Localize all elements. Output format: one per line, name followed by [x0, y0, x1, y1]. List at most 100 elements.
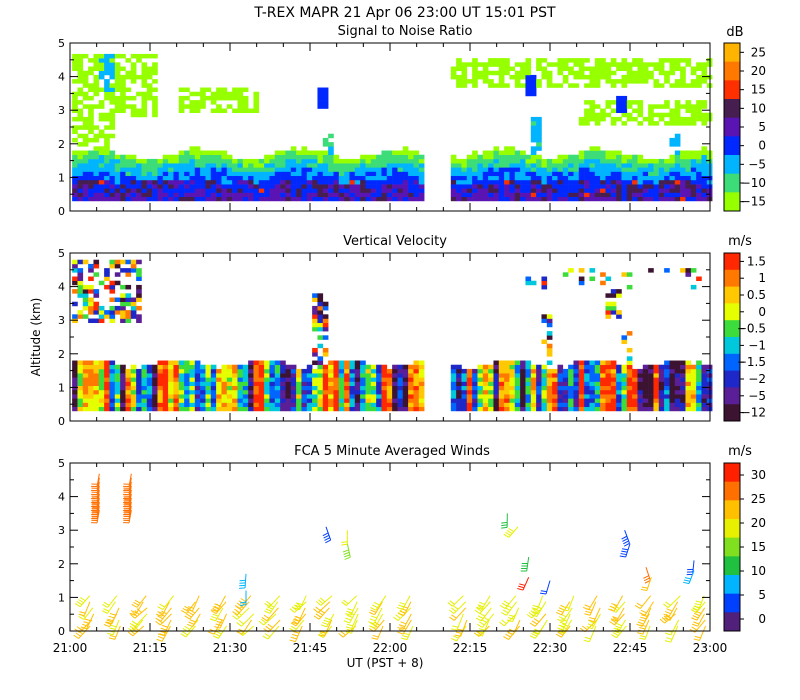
snr-cell — [664, 179, 670, 185]
vv-cell — [210, 389, 217, 395]
vv-cell — [568, 381, 574, 387]
snr-cell — [541, 175, 548, 181]
vv-cell — [664, 360, 670, 366]
vv-cell — [120, 368, 126, 374]
snr-cell — [88, 129, 94, 135]
vv-cell — [221, 398, 228, 403]
snr-cell — [285, 184, 292, 189]
snr-cell — [418, 154, 425, 160]
snr-cell — [280, 175, 286, 181]
snr-cell — [669, 62, 676, 67]
snr-cell — [125, 171, 132, 177]
snr-cell — [77, 53, 84, 59]
snr-cell — [221, 87, 228, 93]
snr-cell — [344, 167, 350, 172]
vv-cell — [605, 364, 612, 370]
colorbar-swatch — [724, 320, 740, 338]
vv-cell — [653, 394, 660, 399]
snr-cell — [578, 158, 585, 164]
vv-cell — [392, 398, 398, 403]
snr-cell — [98, 146, 105, 151]
wind-barb-feather — [562, 608, 569, 612]
vv-cell — [520, 377, 526, 382]
vv-cell — [317, 356, 324, 361]
snr-cell — [210, 100, 217, 105]
vv-cell — [413, 364, 420, 370]
y-tick-label: 1 — [58, 591, 65, 604]
vv-cell — [189, 377, 196, 382]
vv-cell — [173, 360, 180, 366]
snr-cell — [82, 171, 89, 177]
vv-cell — [82, 259, 89, 265]
snr-cell — [312, 188, 318, 193]
vv-cell — [130, 310, 137, 315]
snr-cell — [109, 125, 116, 130]
snr-cell — [93, 196, 100, 202]
vv-cell — [536, 398, 542, 403]
vv-cell — [418, 394, 425, 399]
wind-barb-feather — [347, 608, 354, 611]
snr-cell — [626, 163, 633, 168]
vv-cell — [509, 394, 516, 399]
vv-cell — [386, 389, 393, 395]
vv-cell — [610, 364, 617, 370]
snr-cell — [530, 125, 537, 130]
vv-cell — [589, 381, 596, 387]
snr-cell — [93, 62, 100, 67]
snr-cell — [669, 154, 676, 160]
wind-barb-feather — [557, 630, 564, 634]
vv-cell — [184, 377, 190, 382]
vv-cell — [482, 406, 489, 412]
snr-cell — [402, 196, 409, 202]
snr-cell — [578, 62, 585, 67]
snr-cell — [616, 175, 622, 181]
vv-cell — [130, 381, 137, 387]
snr-cell — [466, 62, 473, 67]
snr-cell — [392, 150, 398, 156]
vv-cell — [589, 368, 596, 374]
snr-cell — [365, 192, 372, 198]
snr-cell — [306, 192, 313, 198]
vv-cell — [514, 406, 521, 412]
snr-cell — [130, 74, 137, 80]
snr-cell — [88, 95, 94, 101]
snr-cell — [413, 175, 420, 181]
snr-cell — [157, 158, 164, 164]
vv-cell — [450, 398, 457, 403]
snr-cell — [184, 188, 190, 193]
snr-cell — [386, 188, 393, 193]
vv-cell — [594, 385, 601, 391]
vv-cell — [568, 394, 574, 399]
snr-cell — [354, 179, 361, 185]
snr-cell — [258, 192, 265, 198]
wind-barb-feather — [532, 631, 539, 635]
wind-barb-feather — [683, 581, 690, 585]
snr-cell — [88, 196, 94, 202]
vv-cell — [418, 385, 425, 391]
vv-cell — [125, 406, 132, 412]
vv-cell — [568, 364, 574, 370]
snr-cell — [498, 192, 505, 198]
snr-cell — [536, 62, 542, 67]
vv-cell — [509, 381, 516, 387]
wind-barb-shaft — [111, 607, 120, 624]
snr-cell — [626, 171, 633, 177]
vv-cell — [482, 402, 489, 408]
snr-cell — [152, 179, 158, 185]
snr-cell — [392, 184, 398, 189]
snr-cell — [253, 171, 260, 177]
snr-cell — [365, 171, 372, 177]
snr-cell — [386, 154, 393, 160]
snr-cell — [450, 74, 457, 80]
snr-cell — [98, 112, 105, 118]
snr-cell — [674, 66, 681, 72]
vv-cell — [610, 373, 617, 378]
snr-cell — [184, 87, 190, 93]
snr-cell — [88, 121, 94, 126]
wind-barb-feather — [663, 613, 670, 617]
vv-cell — [120, 318, 126, 324]
snr-cell — [328, 179, 334, 185]
snr-cell — [104, 158, 110, 164]
vv-cell — [317, 297, 324, 303]
snr-cell — [77, 74, 84, 80]
